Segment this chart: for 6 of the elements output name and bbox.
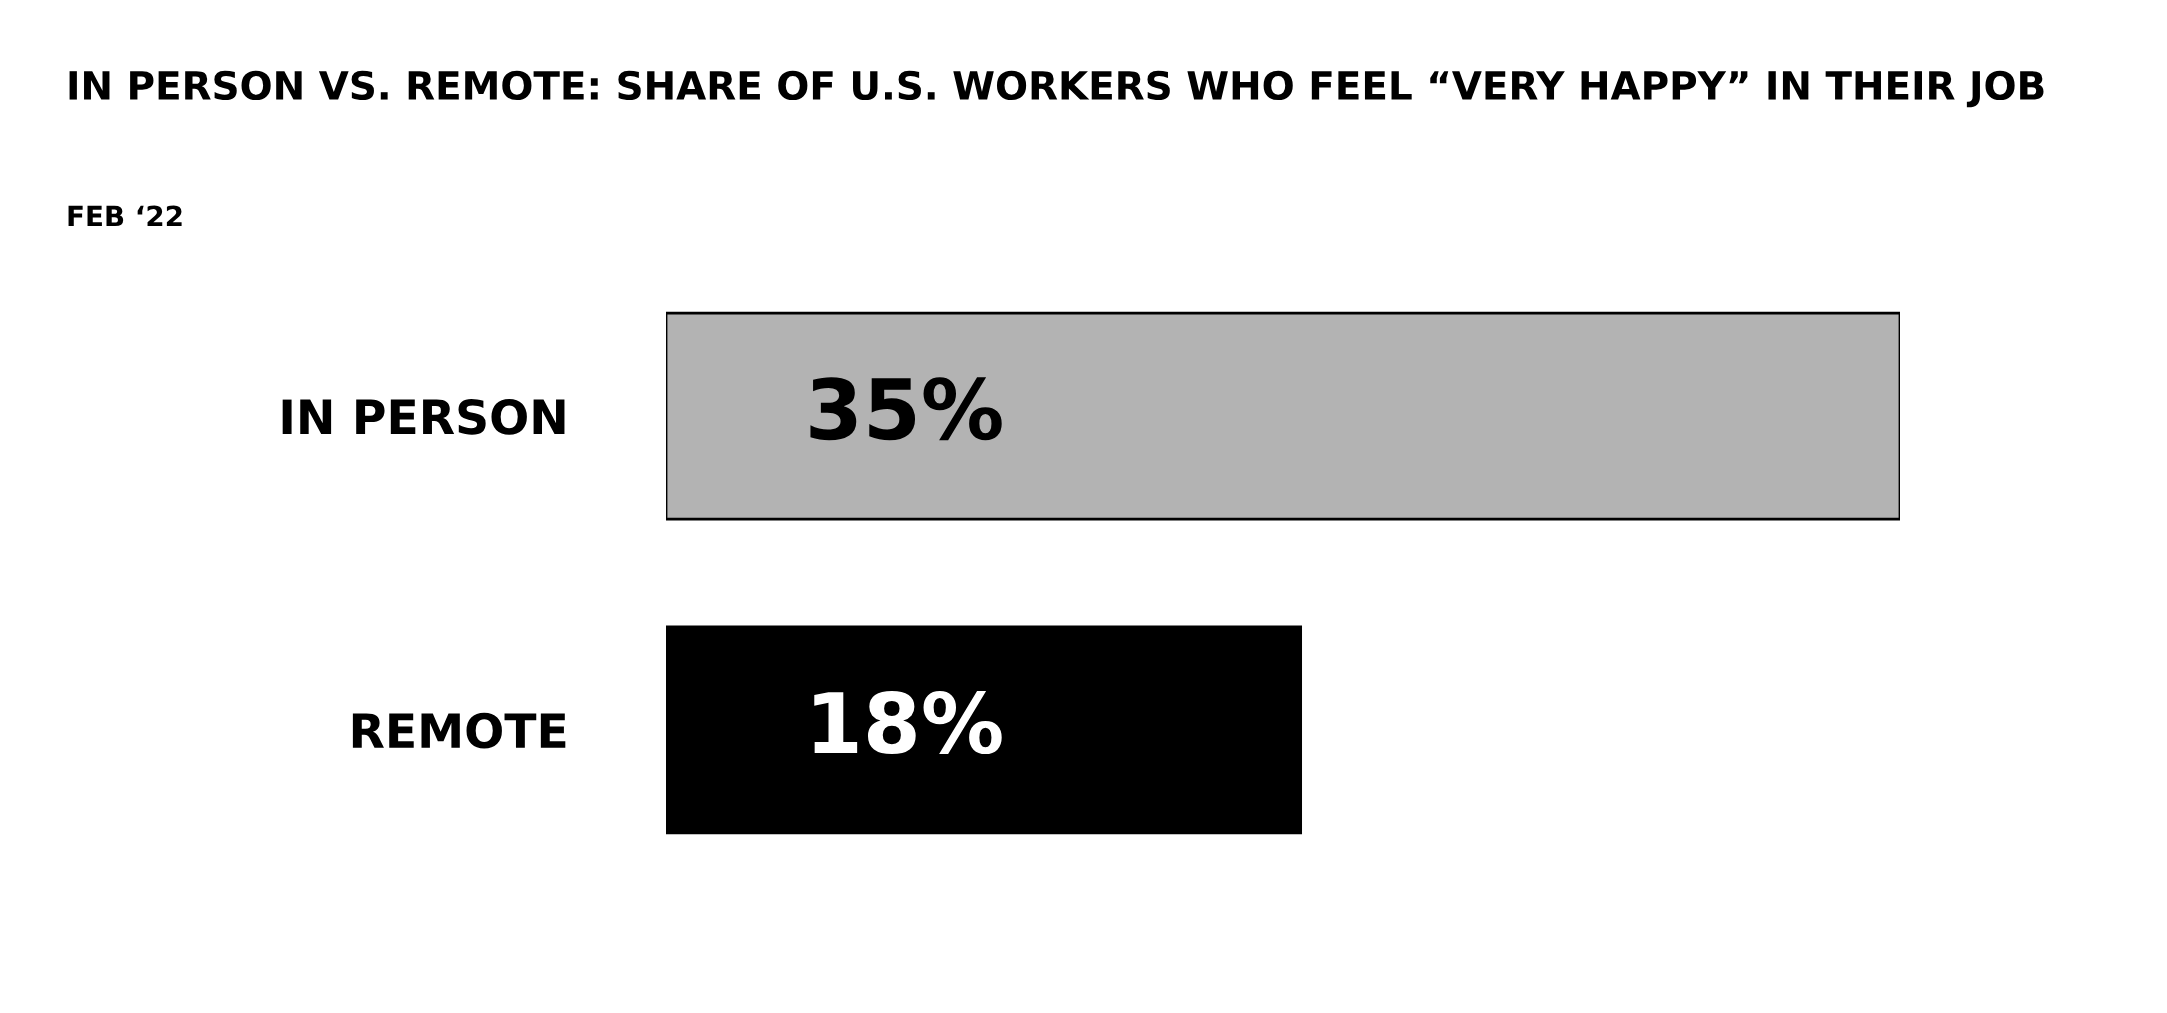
- text: FEB ‘22: [68, 205, 182, 227]
- y-tick-label: IN PERSON: [282, 398, 565, 435]
- data-label: 35%: [810, 377, 1002, 441]
- y-tick-label: REMOTE: [352, 712, 566, 749]
- data-label: 18%: [814, 691, 1002, 755]
- chart-title: IN PERSON VS. REMOTE: SHARE OF U.S. WORKERS WHO FEEL “VERY HAPPY” IN THEIR JOB: [69, 70, 2044, 108]
